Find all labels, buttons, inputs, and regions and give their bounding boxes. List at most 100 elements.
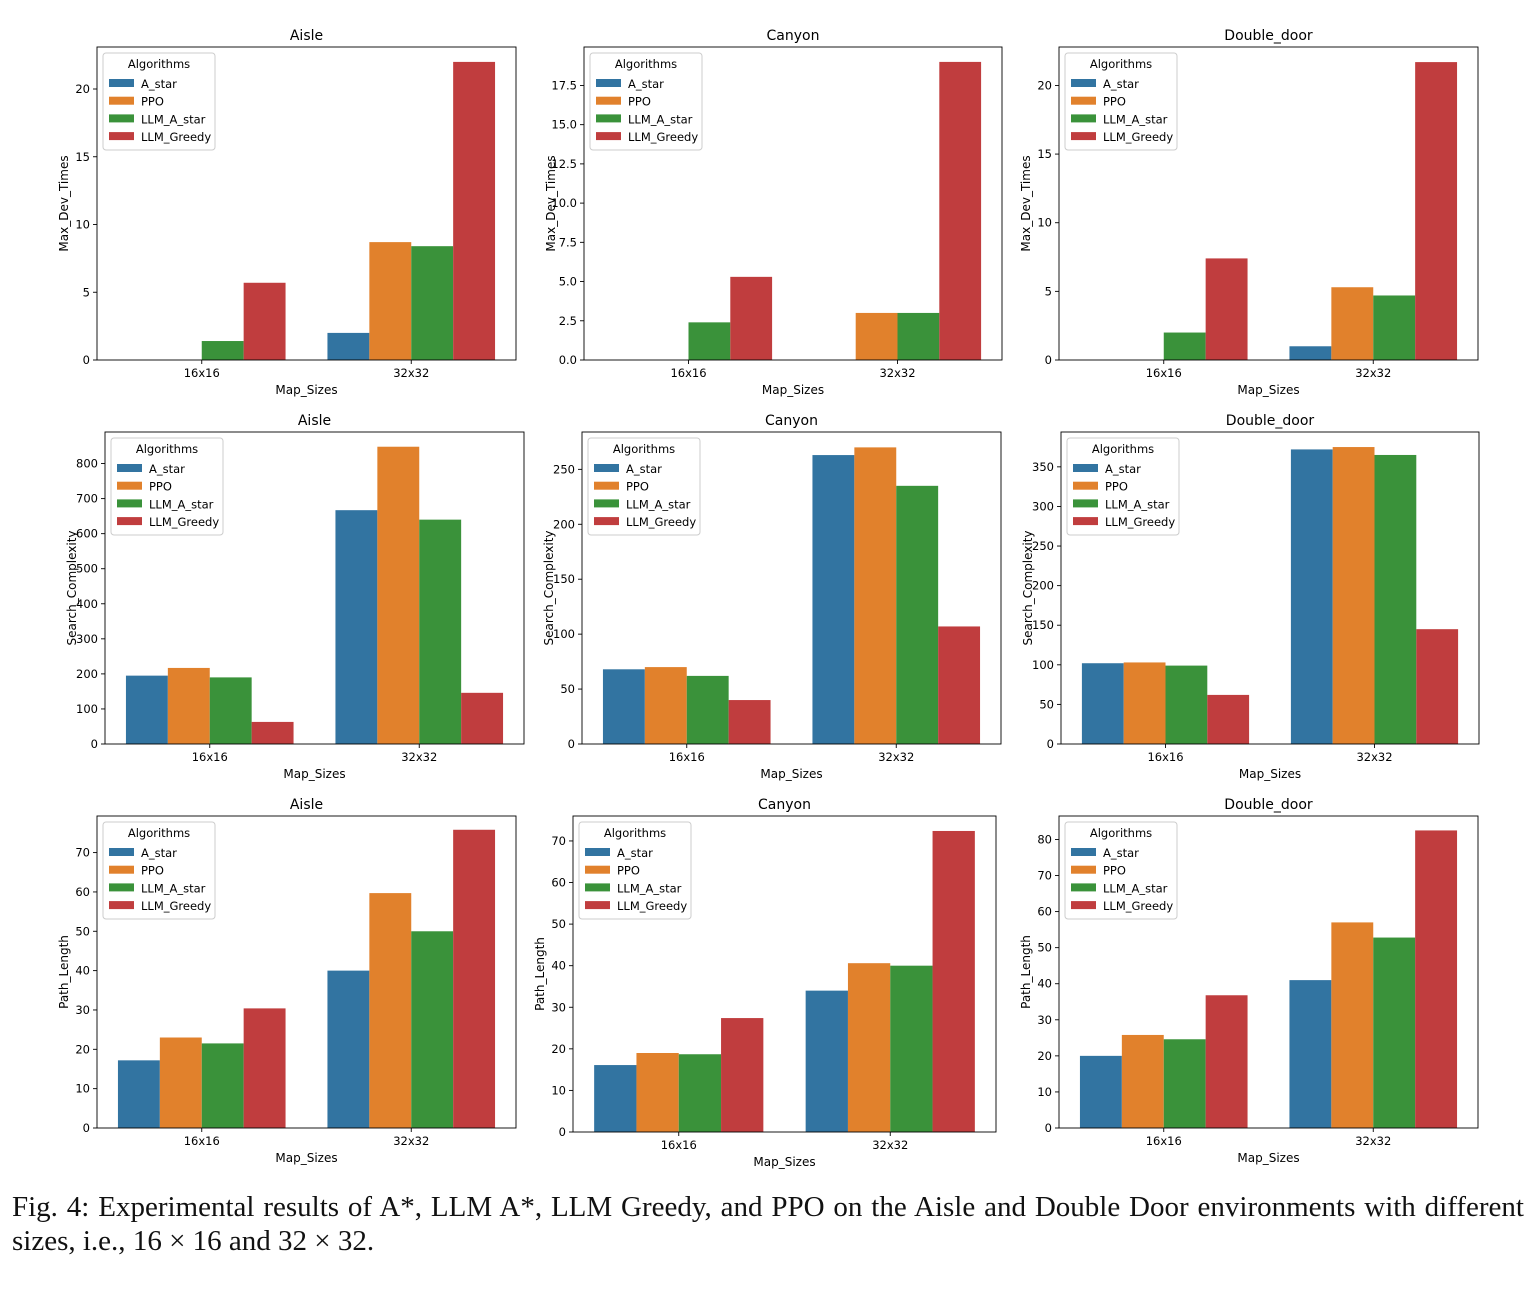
legend-swatch-llm-a-star: [109, 883, 134, 892]
bar-ppo-16x16: [644, 667, 687, 744]
bar-ppo-16x16: [636, 1053, 679, 1132]
bar-llm-greedy-16x16: [721, 1018, 764, 1132]
y-tick-label: 0: [568, 737, 575, 751]
y-tick-label: 60: [1037, 905, 1052, 919]
legend-swatch-llm-greedy: [109, 132, 134, 141]
x-tick-label: 32x32: [1356, 750, 1392, 764]
plot-frame: [96, 46, 517, 361]
legend-label-llm-a-star: LLM_A_star: [141, 881, 206, 895]
legend-label-llm-a-star: LLM_A_star: [628, 112, 693, 126]
y-tick-label: 60: [75, 885, 90, 899]
x-tick-label: 16x16: [184, 1134, 220, 1148]
bar-llm-a-star-16x16: [686, 675, 729, 744]
legend-box: [587, 437, 701, 536]
legend-box: [102, 52, 216, 151]
legend-label-ppo: PPO: [628, 95, 651, 109]
legend-swatch-llm-greedy: [1071, 132, 1096, 141]
legend-label-llm-greedy: LLM_Greedy: [1103, 130, 1173, 144]
y-tick-label: 15.0: [551, 118, 577, 132]
y-tick-label: 0: [1045, 353, 1052, 367]
subplot-title: Canyon: [758, 797, 811, 813]
x-axis-label: Map_Sizes: [762, 383, 824, 397]
bar-a-star-16x16: [602, 669, 645, 744]
bar-ppo-32x32: [854, 447, 897, 744]
legend: Algorithms A_star PPO LLM_A_star LLM_Greedy: [1066, 437, 1180, 536]
bar-llm-a-star-32x32: [411, 931, 454, 1128]
y-tick-label: 10: [75, 218, 90, 232]
bar-llm-greedy-32x32: [939, 61, 982, 361]
legend-label-llm-greedy: LLM_Greedy: [1103, 899, 1173, 913]
y-tick-label: 300: [76, 632, 98, 646]
y-tick-label: 5: [1045, 284, 1052, 298]
x-tick-label: 16x16: [669, 750, 705, 764]
y-tick-label: 70: [75, 846, 90, 860]
legend-label-ppo: PPO: [149, 480, 172, 494]
bar-llm-a-star-16x16: [1163, 332, 1206, 360]
y-tick-label: 15: [1037, 147, 1052, 161]
plot-frame: [96, 815, 517, 1129]
bar-llm-greedy-32x32: [1415, 830, 1458, 1128]
bar-a-star-32x32: [327, 970, 370, 1128]
legend-label-ppo: PPO: [626, 480, 649, 494]
legend-title: Algorithms: [613, 442, 675, 456]
y-tick-label: 50: [551, 917, 566, 931]
caption-formula-16: 16 × 16: [132, 1225, 222, 1257]
y-tick-label: 70: [1037, 869, 1052, 883]
legend-label-llm-a-star: LLM_A_star: [617, 881, 682, 895]
y-tick-label: 20: [75, 1042, 90, 1056]
bar-llm-a-star-32x32: [1373, 937, 1416, 1128]
y-axis-label: Max_Dev_Times: [57, 155, 71, 251]
y-tick-label: 250: [1032, 539, 1054, 553]
x-axis-label: Map_Sizes: [760, 767, 822, 781]
y-axis-label: Search_Complexity: [542, 530, 556, 645]
x-tick-label: 16x16: [1146, 366, 1182, 380]
y-axis-label: Path_Length: [533, 937, 547, 1011]
subplot-9: 0 10 20 30 40 50 60 70 80 16x16 32x32 Double_door Ma…: [1019, 797, 1479, 1165]
subplot-title: Aisle: [290, 797, 323, 813]
y-tick-label: 250: [553, 462, 575, 476]
y-tick-label: 40: [1037, 977, 1052, 991]
x-axis-label: Map_Sizes: [1237, 1151, 1299, 1165]
bar-llm-a-star-32x32: [1374, 454, 1417, 744]
legend: Algorithms A_star PPO LLM_A_star LLM_Greedy: [102, 52, 216, 151]
bar-a-star-16x16: [594, 1065, 637, 1132]
figure-grid: 0 5 10 15 20 16x16 32x32 Aisle Map_Sizes Max_Dev_…: [57, 28, 1480, 1169]
y-axis-label: Search_Complexity: [1021, 530, 1035, 645]
subplot-title: Double_door: [1224, 28, 1313, 44]
bar-llm-greedy-16x16: [243, 282, 286, 360]
y-tick-label: 350: [1032, 460, 1054, 474]
legend-label-llm-greedy: LLM_Greedy: [141, 130, 211, 144]
y-tick-label: 17.5: [551, 78, 577, 92]
x-tick-label: 16x16: [192, 750, 228, 764]
legend-swatch-ppo: [117, 481, 142, 490]
bar-llm-a-star-16x16: [688, 322, 731, 360]
bar-llm-a-star-16x16: [1163, 1039, 1206, 1128]
y-tick-label: 20: [551, 1042, 566, 1056]
legend-swatch-a-star: [1071, 848, 1096, 856]
subplot-8: 0 10 20 30 40 50 60 70 16x16 32x32 Canyon Map_Sizes…: [533, 797, 997, 1169]
subplot-4: 0 100 200 300 400 500 600 700 800 16x16 32x32 Aisle…: [65, 413, 525, 781]
legend-swatch-llm-greedy: [117, 517, 142, 526]
bar-llm-a-star-16x16: [201, 1043, 244, 1128]
legend-swatch-llm-a-star: [109, 114, 134, 123]
x-tick-label: 32x32: [878, 750, 914, 764]
y-tick-label: 15: [75, 150, 90, 164]
legend-label-llm-a-star: LLM_A_star: [1105, 497, 1170, 511]
subplot-7: 0 10 20 30 40 50 60 70 16x16 32x32 Aisle Map_Sizes P…: [57, 797, 517, 1165]
legend-swatch-llm-greedy: [109, 901, 134, 910]
x-tick-label: 32x32: [872, 1138, 908, 1152]
subplot-title: Double_door: [1224, 797, 1313, 813]
legend-title: Algorithms: [1090, 57, 1152, 71]
subplot-3: 0 5 10 15 20 16x16 32x32 Double_door Map_Sizes Ma…: [1019, 28, 1479, 397]
y-tick-label: 2.5: [559, 314, 577, 328]
bar-llm-greedy-32x32: [461, 692, 504, 744]
x-tick-label: 32x32: [1355, 1134, 1391, 1148]
legend-box: [110, 437, 224, 536]
subplot-6: 0 50 100 150 200 250 300 350 16x16 32x32 Double_do…: [1021, 413, 1480, 781]
legend-box: [1064, 821, 1178, 920]
legend: Algorithms A_star PPO LLM_A_star LLM_Greedy: [102, 821, 216, 920]
legend-swatch-llm-a-star: [117, 499, 142, 508]
legend-swatch-llm-a-star: [1073, 499, 1098, 508]
y-axis-label: Max_Dev_Times: [1019, 155, 1033, 251]
legend-label-ppo: PPO: [1103, 95, 1126, 109]
